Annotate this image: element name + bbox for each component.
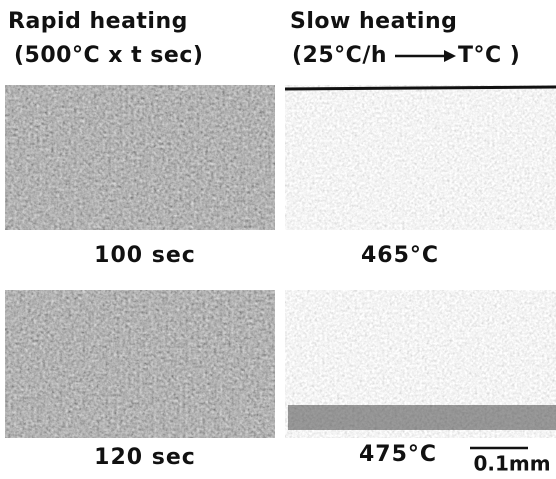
boundary	[285, 87, 556, 89]
column-condition: (25°C/h	[292, 43, 387, 68]
figure: Rapid heating (500°C x t sec) Slow heati…	[0, 0, 556, 479]
column-title: Slow heating	[290, 9, 457, 34]
panel-label: 120 sec	[94, 445, 196, 470]
micrograph	[5, 85, 275, 230]
panel-label: 100 sec	[94, 243, 196, 268]
panel-label: 475°C	[359, 442, 437, 467]
column-title: Rapid heating	[8, 9, 188, 34]
column-condition: T°C )	[458, 43, 520, 68]
arrow	[395, 50, 456, 62]
scale-label: 0.1mm	[473, 452, 550, 476]
micrograph	[5, 290, 275, 438]
micrograph	[285, 85, 556, 230]
panel-label: 465°C	[361, 243, 439, 268]
precipitate-band	[288, 405, 556, 430]
column-condition: (500°C x t sec)	[14, 43, 203, 68]
